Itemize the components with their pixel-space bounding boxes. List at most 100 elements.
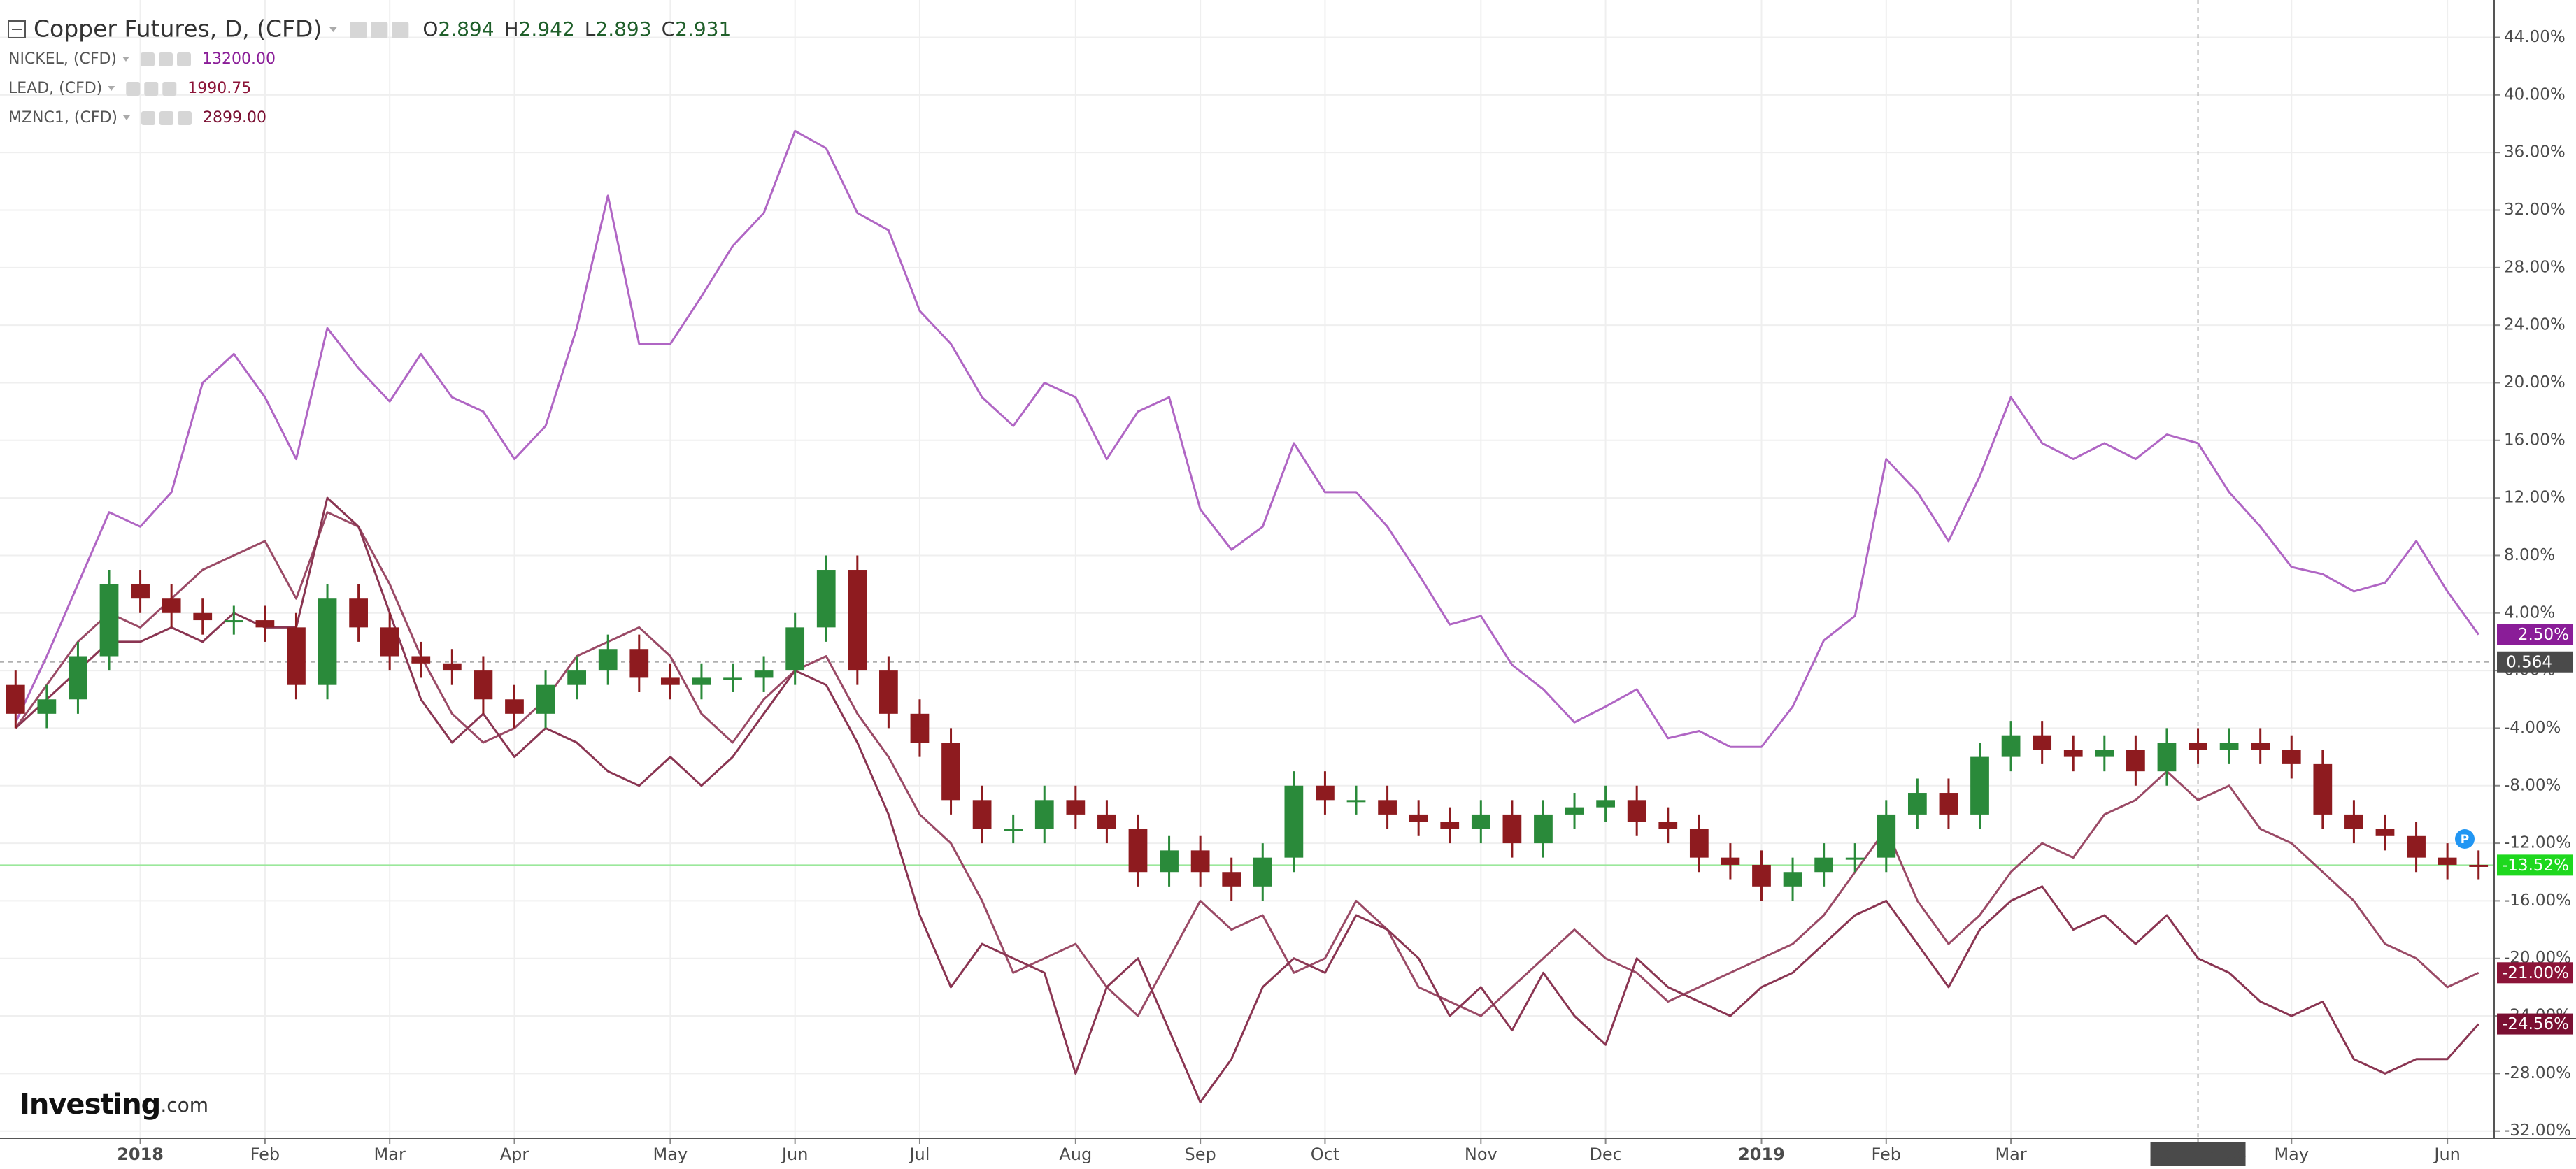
legend-icon[interactable]	[144, 82, 159, 96]
series-line	[14, 129, 2479, 748]
candle-body	[879, 670, 898, 714]
candle-body	[2438, 857, 2457, 865]
x-tick-label: Aug	[1059, 1145, 1092, 1164]
y-tick-label: 24.00%	[2504, 316, 2566, 334]
legend-series-price: 1990.75	[187, 80, 251, 97]
legend-icon[interactable]	[159, 111, 173, 125]
logo-main: Investing	[20, 1089, 160, 1121]
x-tick-label: Jun	[2433, 1145, 2461, 1164]
ohlc-key: O	[422, 17, 438, 41]
logo-suffix: .com	[160, 1093, 208, 1117]
candle-body	[1004, 829, 1023, 831]
end-value-label: -21.00%	[2502, 964, 2569, 982]
grid	[0, 0, 2494, 1138]
x-tick-label: 2019	[1738, 1145, 1785, 1164]
x-tick-label: Nov	[1465, 1145, 1497, 1164]
x-tick-label: May	[653, 1145, 688, 1164]
candle-body	[2219, 743, 2239, 750]
crosshair-y-badge	[2497, 651, 2573, 673]
candle-body	[598, 649, 618, 671]
y-tick-label: 12.00%	[2504, 489, 2566, 507]
end-value-label: -13.52%	[2502, 856, 2569, 875]
legend-icon[interactable]	[177, 52, 191, 66]
candle-body	[692, 677, 711, 685]
candle-body	[1939, 793, 1958, 815]
pin-icon[interactable]	[2455, 829, 2475, 849]
end-value-badge	[2497, 1013, 2573, 1035]
legend-dropdown[interactable]	[329, 27, 338, 32]
candle-body	[941, 743, 960, 801]
candle-body	[1814, 857, 1834, 873]
legend-icon[interactable]	[141, 111, 155, 125]
x-tick-label: Mar	[1995, 1145, 2026, 1164]
y-tick-label: 8.00%	[2504, 546, 2555, 564]
candle-body	[255, 620, 275, 628]
crosshair-y-label: 0.564	[2506, 653, 2552, 671]
ohlc-value: 2.931	[675, 17, 731, 41]
y-tick-label: -12.00%	[2504, 834, 2571, 852]
candle-body	[2375, 829, 2395, 836]
x-tick-label: May	[2274, 1145, 2309, 1164]
candle-body	[474, 670, 493, 700]
end-value-badge	[2497, 962, 2573, 984]
candle-body	[1190, 850, 1210, 873]
candle-body	[1284, 785, 1304, 858]
legend-dropdown[interactable]	[108, 86, 115, 91]
legend: Copper Futures, D, (CFD) O2.894 H2.942 L2.8…	[8, 15, 731, 127]
candle-body	[567, 670, 587, 685]
candle-body	[1534, 814, 1553, 844]
candle-body	[318, 598, 337, 685]
candle-body	[816, 570, 836, 628]
x-tick-label: Jun	[781, 1145, 809, 1164]
legend-icon[interactable]	[159, 52, 173, 66]
candle-body	[1565, 807, 1584, 815]
legend-dropdown[interactable]	[122, 57, 129, 62]
candle-body	[1627, 800, 1646, 822]
candle-body	[1502, 814, 1522, 844]
legend-dropdown[interactable]	[122, 115, 130, 120]
end-value-label: -24.56%	[2502, 1015, 2569, 1033]
candle-body	[37, 699, 57, 714]
candle-body	[629, 649, 649, 678]
candle-body	[2126, 750, 2145, 772]
ohlc-values: O2.894 H2.942 L2.893 C2.931	[422, 17, 731, 41]
legend-icon[interactable]	[350, 22, 367, 38]
end-value-label: 2.50%	[2518, 626, 2569, 644]
y-tick-label: 16.00%	[2504, 431, 2566, 449]
y-tick-label: 4.00%	[2504, 603, 2555, 622]
plot	[6, 129, 2489, 1103]
candle-body	[723, 677, 742, 680]
y-tick-label: -4.00%	[2504, 719, 2561, 737]
candle-body	[536, 684, 555, 714]
candle-body	[1097, 814, 1116, 829]
legend-icon[interactable]	[141, 52, 155, 66]
candle-body	[1970, 756, 1989, 815]
x-tick-label: Dec	[1589, 1145, 1621, 1164]
legend-series-price: 13200.00	[202, 50, 276, 68]
x-tick-label: Apr	[500, 1145, 529, 1164]
y-tick-label: 44.00%	[2504, 28, 2566, 46]
candle-body	[910, 713, 930, 743]
candle-body	[1721, 857, 1740, 865]
candle-body	[1689, 829, 1709, 858]
legend-icon[interactable]	[392, 22, 409, 38]
collapse-toggle[interactable]	[8, 20, 26, 38]
candle-body	[785, 627, 805, 671]
legend-icon[interactable]	[126, 82, 141, 96]
candle-body	[2469, 864, 2489, 867]
candle-body	[2157, 743, 2177, 772]
candle-body	[1253, 857, 1272, 887]
candle-body	[1066, 800, 1086, 815]
candle-body	[2189, 743, 2207, 750]
end-value-badge	[2497, 854, 2573, 876]
candle-body	[442, 663, 462, 671]
legend-series-price: 2899.00	[203, 109, 266, 127]
legend-icon[interactable]	[371, 22, 388, 38]
x-tick-label: Oct	[1311, 1145, 1340, 1164]
legend-icon[interactable]	[162, 82, 177, 96]
legend-icon[interactable]	[177, 111, 192, 125]
candle-body	[1378, 800, 1397, 815]
candle-body	[2001, 735, 2021, 757]
